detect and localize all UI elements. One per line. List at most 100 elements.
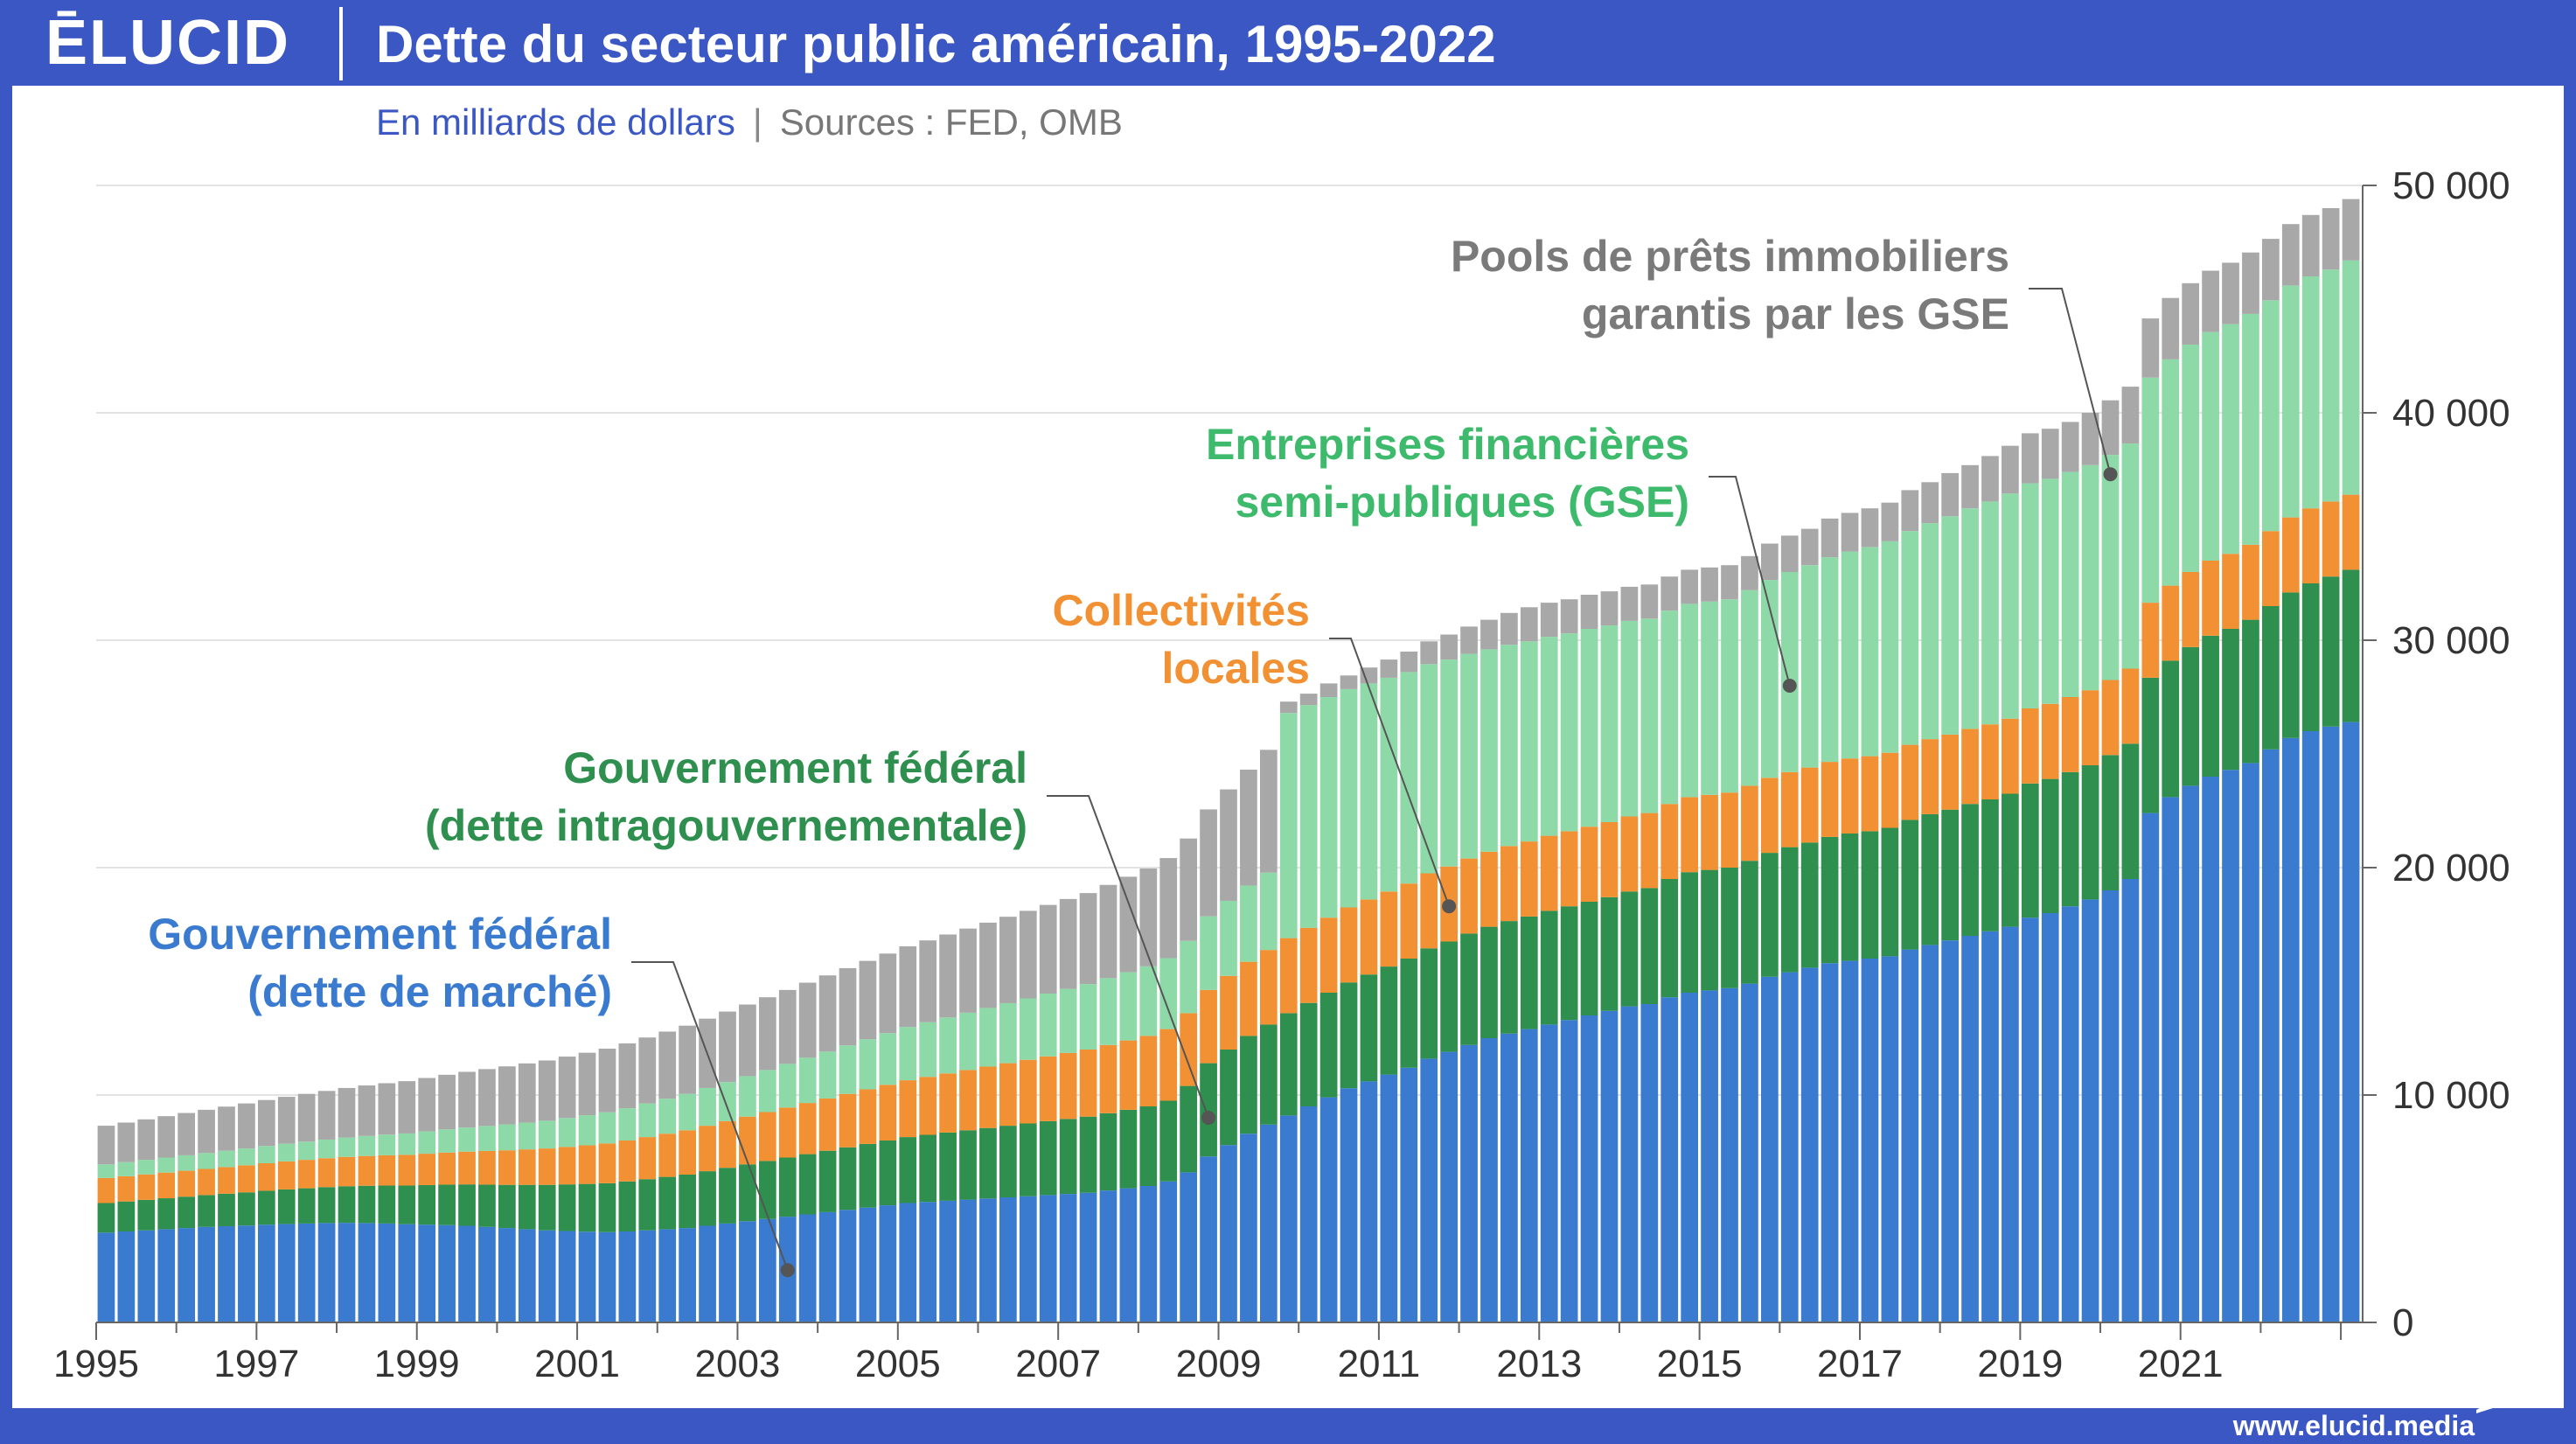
bar-segment-locales: [277, 1161, 296, 1189]
bar-segment-marche: [317, 1223, 336, 1322]
bar-segment-locales: [1139, 1036, 1158, 1106]
bar-segment-intragouv: [518, 1184, 536, 1230]
bar-segment-locales: [1019, 1059, 1037, 1124]
bar-segment-marche: [1420, 1058, 1438, 1322]
footer-url[interactable]: www.elucid.media: [2232, 1410, 2475, 1441]
bar-segment-gse: [1200, 916, 1217, 990]
annotation-marche-line: (dette de marché): [247, 967, 612, 1016]
bar-segment-intragouv: [418, 1184, 436, 1225]
bar-segment-gse: [2141, 377, 2160, 603]
bar-segment-locales: [2342, 494, 2360, 570]
bar-segment-marche: [1560, 1020, 1578, 1322]
bar-segment-intragouv: [899, 1137, 917, 1203]
bar-segment-intragouv: [1220, 1050, 1237, 1146]
bar-segment-intragouv: [178, 1196, 195, 1229]
annotation-dot: [780, 1263, 795, 1278]
bar-segment-intragouv: [778, 1157, 797, 1217]
annotation-gse-line: semi-publiques (GSE): [1235, 478, 1689, 527]
bar-segment-pools: [1159, 858, 1178, 959]
bar-segment-intragouv: [157, 1198, 176, 1230]
bar-segment-pools: [117, 1122, 136, 1162]
bar-segment-marche: [1721, 987, 1738, 1322]
bar-segment-marche: [618, 1231, 637, 1322]
bar-segment-pools: [1881, 502, 1899, 541]
bar-segment-intragouv: [1319, 993, 1338, 1098]
sources-label: Sources : FED, OMB: [779, 101, 1123, 143]
bar-segment-locales: [518, 1149, 536, 1185]
bar-segment-intragouv: [1741, 861, 1758, 984]
bar-segment-intragouv: [1580, 902, 1598, 1015]
bar-segment-marche: [1139, 1186, 1158, 1322]
bar-segment-locales: [1360, 899, 1378, 975]
bar-segment-pools: [458, 1071, 476, 1128]
bar-segment-pools: [1701, 567, 1718, 602]
bar-segment-marche: [1520, 1029, 1538, 1322]
bar-segment-intragouv: [2262, 606, 2280, 750]
bar-segment-gse: [1520, 641, 1538, 842]
bar-segment-gse: [638, 1103, 657, 1138]
bar-segment-intragouv: [2081, 765, 2099, 900]
bar-segment-intragouv: [458, 1184, 476, 1226]
bar-segment-pools: [1360, 667, 1378, 684]
y-tick-label: 10 000: [2392, 1074, 2510, 1117]
bar-segment-intragouv: [1901, 820, 1919, 950]
bar-segment-pools: [2222, 262, 2239, 324]
annotations-layer: Gouvernement fédéral (dette de marché) Gou…: [148, 232, 2118, 1278]
bar-segment-gse: [358, 1135, 376, 1156]
bar-segment-locales: [1981, 724, 1999, 799]
bar-segment-intragouv: [1440, 941, 1458, 1052]
bar-segment-intragouv: [1380, 966, 1398, 1075]
bar-segment-locales: [999, 1063, 1017, 1127]
x-tick-label: 1997: [213, 1343, 299, 1385]
bar-segment-intragouv: [638, 1179, 657, 1231]
bar-segment-pools: [1800, 528, 1819, 566]
bar-segment-locales: [1580, 827, 1598, 902]
bar-segment-marche: [1841, 960, 1859, 1322]
bar-segment-gse: [1220, 900, 1237, 976]
bar-segment-intragouv: [1600, 896, 1619, 1011]
bar-segment-locales: [658, 1134, 677, 1177]
bar-segment-intragouv: [818, 1150, 837, 1212]
bar-segment-marche: [1319, 1097, 1338, 1322]
bar-segment-gse: [2041, 478, 2059, 704]
bar-segment-gse: [2202, 331, 2219, 561]
bar-segment-marche: [1961, 936, 1979, 1322]
bar-segment-pools: [1821, 518, 1839, 558]
bar-segment-locales: [1741, 785, 1758, 862]
chart-title: Dette du secteur public américain, 1995-…: [376, 15, 1496, 73]
bar-segment-gse: [899, 1027, 917, 1081]
bar-segment-gse: [859, 1039, 877, 1090]
bar-segment-intragouv: [198, 1195, 215, 1227]
bar-segment-intragouv: [1279, 1013, 1298, 1116]
bar-segment-intragouv: [238, 1192, 255, 1226]
bar-segment-pools: [2262, 239, 2280, 301]
bar-segment-intragouv: [658, 1176, 677, 1230]
bar-segment-pools: [297, 1093, 316, 1142]
bar-segment-pools: [1059, 898, 1077, 989]
bar-segment-locales: [638, 1137, 657, 1180]
bar-segment-marche: [2182, 785, 2200, 1322]
bar-segment-intragouv: [758, 1161, 776, 1219]
bar-segment-gse: [277, 1143, 296, 1161]
bar-segment-pools: [1019, 910, 1037, 999]
bar-segment-locales: [1941, 734, 1959, 810]
bar-segment-pools: [1099, 884, 1117, 979]
bar-segment-intragouv: [578, 1183, 596, 1232]
bar-segment-intragouv: [478, 1184, 496, 1227]
bar-segment-intragouv: [1099, 1113, 1117, 1191]
bar-segment-locales: [218, 1167, 235, 1194]
bar-segment-locales: [2202, 561, 2219, 636]
bar-segment-marche: [1681, 993, 1699, 1322]
annotation-leader: [1047, 795, 1210, 1119]
bar-segment-marche: [338, 1223, 356, 1322]
bar-segment-pools: [277, 1097, 296, 1144]
bar-segment-pools: [157, 1116, 176, 1158]
bar-segment-gse: [238, 1148, 255, 1166]
bar-segment-marche: [1660, 997, 1679, 1322]
header-divider: [339, 7, 343, 80]
bar-segment-pools: [638, 1037, 657, 1104]
bar-segment-gse: [2101, 455, 2120, 680]
bar-segment-pools: [1780, 535, 1799, 572]
bar-segment-gse: [1881, 541, 1899, 753]
bar-segment-locales: [438, 1152, 456, 1185]
